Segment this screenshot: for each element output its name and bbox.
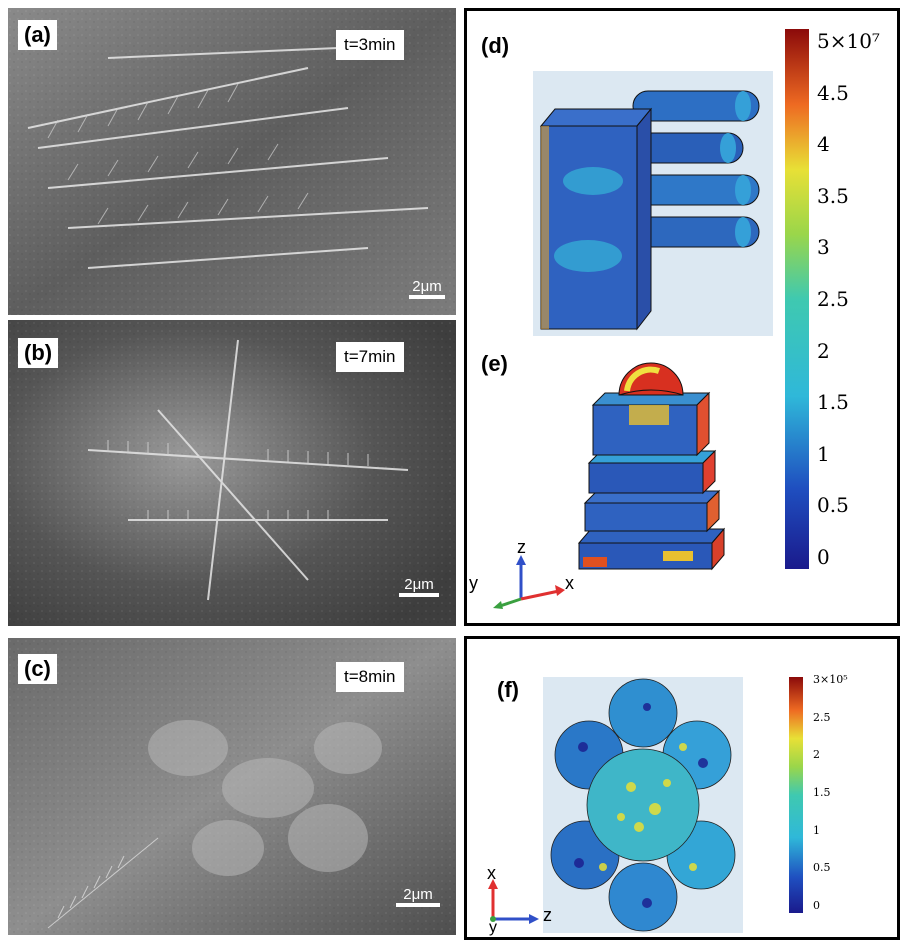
colorbar-top bbox=[785, 29, 809, 569]
colorbar-top-tick: 2.5 bbox=[817, 287, 849, 311]
colorbar-top-tick: 0.5 bbox=[817, 493, 849, 518]
axis-label-y-bottom: y bbox=[489, 919, 497, 936]
panel-label-d: (d) bbox=[481, 33, 510, 58]
scale-bar-a: 2μm bbox=[404, 278, 450, 299]
colorbar-top-tick: 2 bbox=[817, 338, 830, 363]
colorbar-top-tick: 5×10⁷ bbox=[817, 29, 880, 53]
axis-label-z-top: z bbox=[517, 537, 526, 557]
colorbar-top-tick: 3.5 bbox=[817, 183, 849, 208]
colorbar-top-tick: 1.5 bbox=[817, 390, 849, 415]
stress-model-e bbox=[577, 362, 726, 571]
scale-label-c: 2μm bbox=[403, 886, 433, 903]
colorbar-top-tick: 4 bbox=[817, 132, 830, 157]
scale-bar-c: 2μm bbox=[388, 886, 448, 907]
sem-panel-b: (b) t=7min 2μm bbox=[8, 320, 456, 626]
axis-triad-bottom bbox=[488, 879, 539, 924]
axis-triad-top bbox=[493, 555, 565, 609]
axis-label-y-top: y bbox=[469, 573, 478, 593]
scale-label-a: 2μm bbox=[412, 278, 442, 295]
simulation-panel-f: (f) 3×10⁵ 2.5 2 1.5 1 0.5 0 bbox=[464, 636, 900, 940]
colorbar-bottom-tick: 2 bbox=[813, 748, 820, 762]
colorbar-top-tick: 0 bbox=[817, 545, 830, 569]
colorbar-bottom-tick: 3×10⁵ bbox=[813, 673, 848, 686]
colorbar-top-tick: 4.5 bbox=[817, 80, 849, 105]
axis-label-z-bottom: z bbox=[543, 905, 552, 925]
panel-label-a: (a) bbox=[18, 20, 57, 50]
panel-label-b: (b) bbox=[18, 338, 59, 368]
time-label-c: t=8min bbox=[336, 662, 404, 692]
sem-panel-a: (a) t=3min 2μm bbox=[8, 8, 456, 315]
axis-label-x-top: x bbox=[565, 573, 574, 593]
colorbar-bottom-tick: 1 bbox=[813, 823, 820, 837]
scale-bar-b: 2μm bbox=[392, 576, 446, 597]
colorbar-top-tick: 3 bbox=[817, 235, 830, 260]
colorbar-top-tick: 1 bbox=[817, 441, 830, 466]
colorbar-bottom-tick: 0.5 bbox=[813, 861, 831, 875]
panel-label-c: (c) bbox=[18, 654, 57, 684]
panel-label-f: (f) bbox=[497, 677, 519, 702]
colorbar-bottom-tick: 1.5 bbox=[813, 786, 831, 799]
panel-label-e: (e) bbox=[481, 351, 508, 376]
sem-panel-c: (c) t=8min 2μm bbox=[8, 638, 456, 935]
scale-label-b: 2μm bbox=[404, 576, 434, 593]
colorbar-bottom-tick: 0 bbox=[813, 899, 820, 912]
colorbar-bottom-tick: 2.5 bbox=[813, 710, 831, 724]
stress-model-d bbox=[533, 71, 773, 336]
colorbar-bottom bbox=[789, 677, 803, 913]
time-label-a: t=3min bbox=[336, 30, 404, 60]
axis-label-x-bottom: x bbox=[487, 863, 496, 883]
stress-model-f bbox=[543, 677, 743, 933]
simulation-panel-de: (d) (e) bbox=[464, 8, 900, 626]
time-label-b: t=7min bbox=[336, 342, 404, 372]
